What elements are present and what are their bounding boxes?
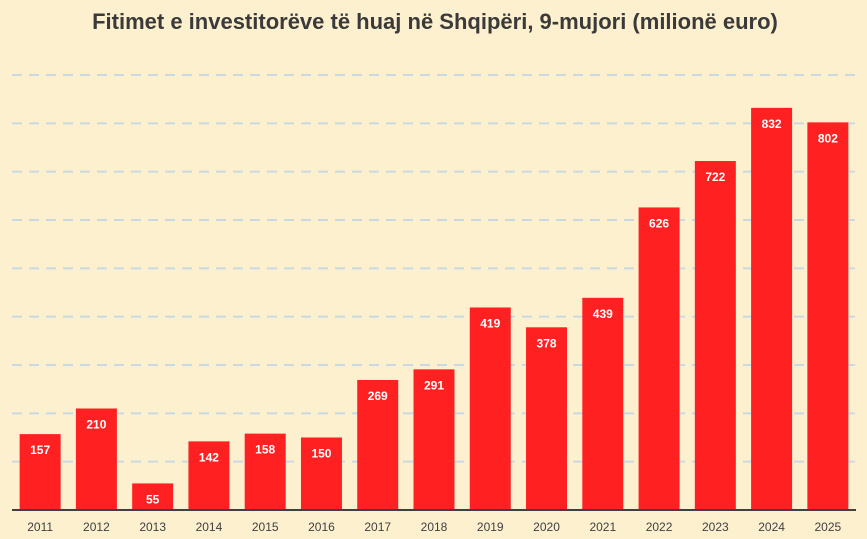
x-tick-label: 2017: [364, 520, 391, 534]
data-label: 210: [86, 418, 106, 432]
x-tick-label: 2011: [27, 520, 53, 534]
x-tick-label: 2015: [252, 520, 279, 534]
bar-2024: [751, 107, 793, 510]
x-tick-label: 2022: [646, 520, 673, 534]
bar-2020: [526, 327, 568, 510]
x-tick-label: 2014: [196, 520, 223, 534]
data-label: 722: [705, 170, 725, 184]
data-label: 291: [424, 378, 444, 392]
bar-2021: [582, 297, 624, 510]
bar-2011: [19, 434, 61, 510]
bar-2015: [244, 433, 286, 510]
bar-2022: [638, 207, 680, 510]
data-label: 157: [30, 443, 50, 457]
data-label: 269: [368, 389, 388, 403]
x-tick-label: 2024: [758, 520, 785, 534]
data-label: 626: [649, 216, 669, 230]
bar-2012: [75, 408, 117, 510]
bar-2025: [807, 122, 849, 510]
data-label: 142: [199, 450, 219, 464]
bar-2023: [694, 161, 736, 511]
chart-title: Fitimet e investitorëve të huaj në Shqip…: [92, 9, 778, 34]
x-tick-label: 2020: [533, 520, 560, 534]
data-label: 419: [480, 316, 500, 330]
x-tick-label: 2025: [815, 520, 842, 534]
x-tick-label: 2021: [589, 520, 616, 534]
x-tick-label: 2016: [308, 520, 335, 534]
bar-2018: [413, 369, 455, 510]
x-tick-label: 2023: [702, 520, 729, 534]
x-tick-label: 2013: [139, 520, 166, 534]
bar-2019: [469, 307, 511, 510]
x-tick-label: 2018: [421, 520, 448, 534]
bar-2017: [357, 379, 399, 510]
data-label: 832: [762, 117, 782, 131]
data-label: 802: [818, 131, 838, 145]
bar-2014: [188, 441, 230, 510]
x-tick-label: 2019: [477, 520, 504, 534]
data-label: 150: [311, 447, 331, 461]
bar-2013: [132, 483, 174, 510]
bar-2016: [300, 437, 342, 510]
data-label: 55: [146, 492, 160, 506]
x-tick-label: 2012: [83, 520, 110, 534]
data-label: 158: [255, 443, 275, 457]
data-label: 439: [593, 307, 613, 321]
data-label: 378: [537, 336, 557, 350]
